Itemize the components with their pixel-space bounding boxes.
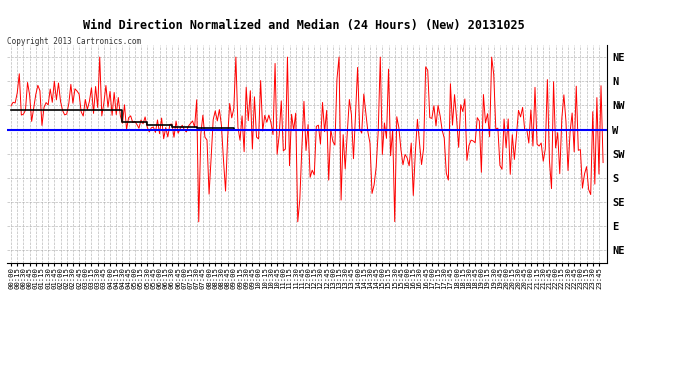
Text: Average: Average [518,21,555,30]
Text: Direction: Direction [581,21,630,30]
Text: Wind Direction Normalized and Median (24 Hours) (New) 20131025: Wind Direction Normalized and Median (24… [83,19,524,32]
Text: Copyright 2013 Cartronics.com: Copyright 2013 Cartronics.com [7,38,141,46]
